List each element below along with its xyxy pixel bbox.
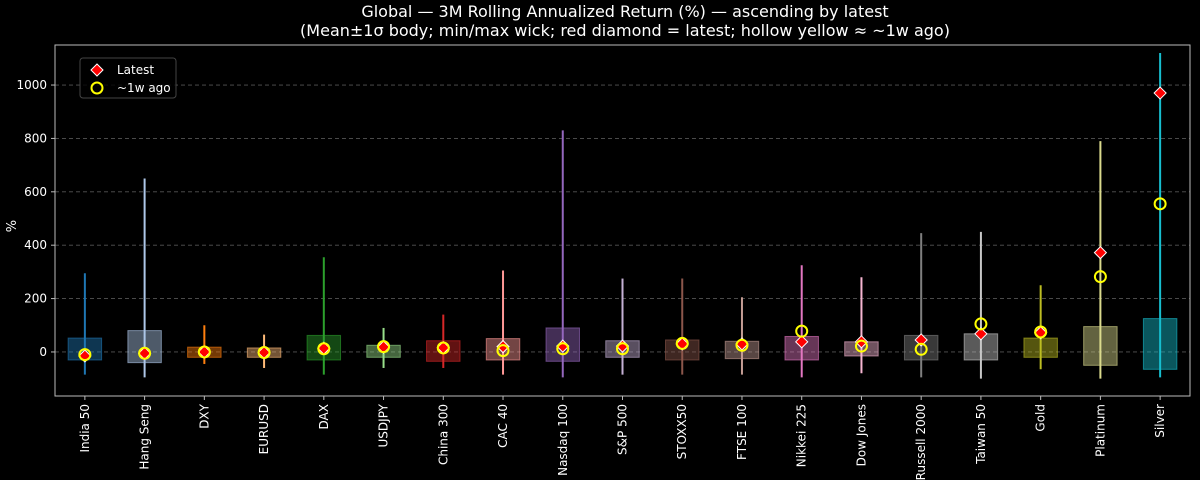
series-item: [605, 278, 640, 375]
series-item: [306, 257, 342, 375]
legend-latest-diamond-icon: [90, 63, 104, 77]
x-tick-label: Platinum: [1093, 404, 1107, 457]
chart-subtitle: (Mean±1σ body; min/max wick; red diamond…: [300, 21, 950, 40]
x-tick-label: Nasdaq 100: [556, 404, 570, 476]
latest-marker: [78, 349, 92, 363]
x-tick-label: China 300: [436, 404, 450, 465]
legend: Latest ~1w ago: [79, 57, 177, 99]
series-item: [1142, 53, 1178, 378]
latest-marker: [496, 339, 510, 354]
week-ago-marker: [735, 338, 749, 352]
series-item: [963, 231, 999, 379]
week-ago-marker: [436, 341, 450, 355]
mean-std-body: [545, 327, 580, 362]
mean-std-body: [1023, 337, 1058, 358]
week-ago-marker: [675, 336, 689, 350]
y-tick-label: 0: [39, 345, 47, 359]
x-tick-label: Silver: [1153, 404, 1167, 438]
y-axis: 0 200 400 600 800 1000: [16, 78, 55, 359]
x-tick-label: Nikkei 225: [795, 404, 809, 467]
week-ago-marker: [138, 346, 152, 360]
series-item: [485, 270, 521, 375]
x-tick-label: Russell 2000: [914, 404, 928, 480]
series-item: [903, 233, 939, 378]
x-tick-label: STOXX50: [675, 404, 689, 459]
latest-marker: [1093, 245, 1108, 260]
mean-std-body: [1142, 318, 1178, 370]
series-item: [1083, 141, 1118, 379]
latest-marker: [854, 335, 869, 349]
series-item: [366, 327, 401, 368]
series-item: [127, 178, 162, 378]
week-ago-marker: [1034, 325, 1048, 339]
y-tick-label: 1000: [16, 78, 47, 92]
x-tick-label: Hang Seng: [138, 404, 152, 470]
week-ago-marker: [1153, 197, 1167, 211]
latest-marker: [675, 337, 689, 351]
x-tick-label: DXY: [197, 403, 211, 428]
x-tick-label: Taiwan 50: [974, 404, 988, 465]
x-tick-label: Gold: [1034, 404, 1048, 432]
week-ago-marker: [616, 342, 629, 356]
x-tick-label: EURUSD: [257, 404, 271, 454]
x-tick-label: CAC 40: [496, 404, 510, 448]
y-tick-label: 600: [24, 185, 47, 199]
series-item: [1023, 285, 1058, 370]
series-item: [187, 325, 222, 364]
chart-title: Global — 3M Rolling Annualized Return (%…: [361, 2, 888, 21]
y-tick-label: 200: [24, 292, 47, 306]
grid-layer: [55, 84, 1190, 353]
week-ago-marker: [974, 317, 988, 331]
mean-std-body: [1083, 326, 1118, 366]
x-tick-label: Dow Jones: [854, 404, 868, 466]
legend-latest-label: Latest: [117, 63, 154, 77]
y-tick-label: 800: [24, 131, 47, 145]
x-tick-label: FTSE 100: [735, 404, 749, 460]
week-ago-marker: [1093, 270, 1107, 284]
week-ago-marker: [496, 344, 510, 358]
latest-marker: [1153, 86, 1167, 100]
series-item: [665, 278, 700, 375]
week-ago-marker: [914, 342, 928, 356]
legend-frame: [79, 57, 177, 99]
week-ago-marker: [556, 342, 570, 356]
x-axis: India 50 Hang Seng DXY EURUSD DAX USDJPY China…: [78, 396, 1167, 480]
week-ago-marker: [317, 342, 331, 356]
legend-week-ago-label: ~1w ago: [117, 81, 171, 95]
y-axis-label: %: [5, 220, 20, 232]
series-item: [426, 314, 461, 368]
x-tick-label: USDJPY: [377, 403, 391, 447]
series-item: [246, 334, 282, 368]
week-ago-marker: [377, 340, 391, 354]
x-tick-label: DAX: [317, 404, 331, 429]
series-item: [545, 130, 580, 378]
x-tick-label: India 50: [78, 404, 92, 453]
week-ago-marker: [78, 348, 92, 362]
x-tick-label: S&P 500: [616, 404, 630, 455]
week-ago-marker: [197, 345, 211, 359]
y-tick-label: 400: [24, 238, 47, 252]
legend-week-ago-circle-icon: [90, 81, 104, 95]
latest-marker: [974, 327, 988, 341]
series-item: [784, 265, 819, 378]
week-ago-marker: [795, 324, 809, 338]
latest-marker: [914, 333, 928, 347]
series-item: [67, 273, 103, 375]
series-item: [844, 277, 879, 374]
week-ago-marker: [854, 339, 868, 353]
series-layer: [67, 53, 1178, 379]
week-ago-marker: [257, 345, 271, 359]
series-item: [724, 297, 760, 375]
latest-marker: [795, 335, 809, 349]
